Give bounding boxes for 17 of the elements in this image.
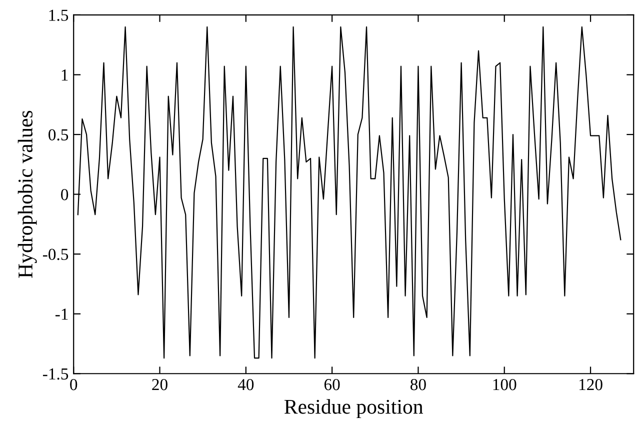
line-series <box>77 26 622 359</box>
y-tick-label: 1 <box>62 70 68 81</box>
y-tick-label: 0 <box>61 188 68 200</box>
x-tick-label: 80 <box>410 378 426 390</box>
x-tick-label: 20 <box>152 378 168 390</box>
x-tick-label: 0 <box>70 378 78 390</box>
y-tick-label: -1 <box>55 308 68 320</box>
y-tick-label: -0.5 <box>42 248 68 260</box>
x-axis-title: Residue position <box>284 399 424 418</box>
y-tick-label: -1.5 <box>42 368 68 380</box>
x-tick-label: 120 <box>579 378 602 390</box>
x-tick-label: 60 <box>324 378 340 390</box>
y-tick-label: 1.5 <box>49 10 68 21</box>
y-tick-label: 0.5 <box>48 129 68 141</box>
y-axis-title: Hydrophobic values <box>18 110 37 278</box>
x-tick-label: 100 <box>493 378 516 390</box>
x-tick-label: 40 <box>238 378 254 390</box>
